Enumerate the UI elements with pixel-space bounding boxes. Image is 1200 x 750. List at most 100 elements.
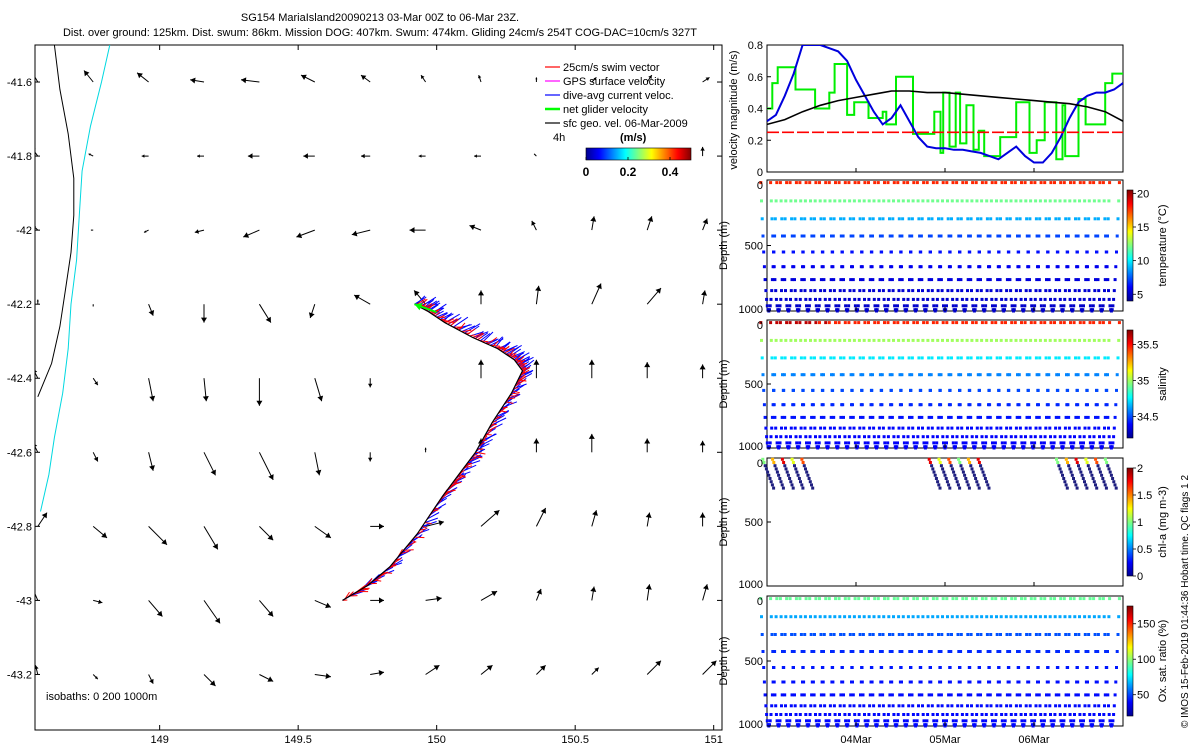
profile-points xyxy=(759,181,1121,313)
surface-velocity-arrow xyxy=(478,290,484,305)
surface-velocity-arrow xyxy=(296,229,315,239)
surface-geostrophic-vectors xyxy=(35,70,717,687)
surface-velocity-arrow xyxy=(148,600,163,617)
surface-velocity-arrow xyxy=(588,433,595,453)
surface-velocity-arrow xyxy=(535,77,538,82)
profile-colorbar-tick-label: 5 xyxy=(1137,289,1143,301)
surface-velocity-arrow xyxy=(480,590,498,601)
surface-velocity-arrow xyxy=(36,299,39,305)
surface-velocity-arrow xyxy=(93,599,103,604)
legend-gps-label: GPS surface velocity xyxy=(563,76,666,88)
surface-velocity-arrow xyxy=(35,587,39,601)
profile-colorbar-tick-label: 2 xyxy=(1137,463,1143,475)
profile-colorbar-tick-label: 100 xyxy=(1137,654,1155,666)
surface-velocity-arrow xyxy=(646,216,654,231)
surface-velocity-arrow xyxy=(418,154,426,158)
profile-y-tick-label: 500 xyxy=(745,379,763,391)
profile-colorbar-tick-label: 35.5 xyxy=(1137,339,1158,351)
profile-points xyxy=(759,597,1121,728)
profile-y-tick-label: 1000 xyxy=(739,304,763,316)
profile-ylabel: Depth (m) xyxy=(718,637,730,686)
chart-title-line1: SG154 MariaIsland20090213 03-Mar 00Z to … xyxy=(240,12,520,24)
surface-velocity-arrow xyxy=(478,359,484,379)
surface-velocity-arrow xyxy=(646,660,662,675)
profile-y-tick-label: 0 xyxy=(757,596,763,608)
map-x-axis: 149 149.5 150 150.5 151 xyxy=(150,45,723,746)
map-x-tick-label: 150.5 xyxy=(561,734,589,746)
velocity-y-tick-label: 0.2 xyxy=(748,135,763,147)
surface-velocity-arrow xyxy=(646,74,653,83)
profile-colorbar-tick-label: 20 xyxy=(1137,188,1149,200)
profile-colorbar xyxy=(1126,189,1134,302)
map-x-tick-label: 149.5 xyxy=(284,734,312,746)
legend-net-label: net glider velocity xyxy=(563,104,648,116)
surface-velocity-arrow xyxy=(203,674,216,687)
surface-velocity-arrow xyxy=(702,584,709,601)
surface-velocity-arrow xyxy=(35,148,39,157)
profile-ylabel: Depth (m) xyxy=(718,360,730,409)
surface-velocity-arrow xyxy=(35,225,39,231)
profile-colorbar-label: salinity xyxy=(1157,367,1169,401)
surface-velocity-arrow xyxy=(203,452,216,476)
surface-velocity-arrow xyxy=(88,153,94,157)
coastline-isobath-line xyxy=(37,45,75,397)
surface-velocity-arrow xyxy=(35,370,39,379)
map-y-tick-label: -42.4 xyxy=(7,373,32,385)
surface-velocity-arrow xyxy=(469,224,482,231)
legend-swim-label: 25cm/s swim vector xyxy=(563,62,660,74)
profile-points xyxy=(759,321,1121,450)
surface-velocity-arrow xyxy=(370,597,384,604)
colorbar-top-label: 4h xyxy=(553,132,565,144)
legend-dac-label: dive-avg current veloc. xyxy=(563,90,674,102)
velocity-y-tick-label: 0.6 xyxy=(748,72,763,84)
profile-colorbar-tick-label: 34.5 xyxy=(1137,411,1158,423)
velocity-series-line xyxy=(767,90,1123,126)
colorbar-tick-label: 0 xyxy=(583,165,590,179)
velocity-panel: 0 0.2 0.4 0.6 0.8 velocity magnitude (m/s) xyxy=(728,40,1124,179)
profile-y-tick-label: 500 xyxy=(745,517,763,529)
profile-panel-salinity: 0 500 1000 Depth (m) 34.5 35 35.5 salinity xyxy=(718,319,1169,453)
surface-velocity-arrow xyxy=(314,599,332,609)
surface-velocity-arrow xyxy=(591,283,602,305)
profile-colorbar-label: Ox. sat. ratio (%) xyxy=(1157,620,1169,703)
surface-velocity-arrow xyxy=(351,229,371,237)
surface-velocity-arrow xyxy=(353,294,371,305)
map-x-tick-label: 149 xyxy=(150,734,168,746)
surface-velocity-arrow xyxy=(535,507,547,527)
surface-velocity-arrow xyxy=(37,512,48,527)
surface-velocity-arrow xyxy=(478,74,482,83)
surface-velocity-arrow xyxy=(480,664,493,675)
profile-y-tick-label: 1000 xyxy=(739,719,763,731)
velocity-y-tick-label: 0.8 xyxy=(748,40,763,52)
map-y-tick-label: -43 xyxy=(16,595,32,607)
surface-velocity-arrow xyxy=(314,452,322,476)
surface-velocity-arrow xyxy=(243,229,260,238)
profile-panel-chla: 0 500 1000 Depth (m) 0 0.5 1 1.5 2 chl-a (mg m-3) xyxy=(718,457,1169,591)
isobath-200m-line xyxy=(40,45,111,512)
profile-panel-temperature: 0 500 1000 Depth (m) 5 10 15 20 temperature (°C) xyxy=(718,179,1169,316)
surface-velocity-arrow xyxy=(590,586,597,601)
surface-velocity-arrow xyxy=(148,526,168,546)
surface-velocity-arrow xyxy=(314,525,332,539)
surface-velocity-arrow xyxy=(314,378,324,402)
surface-velocity-arrow xyxy=(314,673,331,679)
surface-velocity-arrow xyxy=(531,220,537,231)
surface-velocity-arrow xyxy=(35,76,39,83)
colorbar-tick-label: 0.2 xyxy=(620,165,637,179)
surface-velocity-arrow xyxy=(474,154,481,158)
net-velocity-arrowhead xyxy=(414,303,423,311)
time-tick-label: 04Mar xyxy=(840,734,872,746)
surface-velocity-arrow xyxy=(308,304,316,319)
surface-velocity-arrow xyxy=(420,74,427,83)
surface-velocity-arrow xyxy=(370,670,385,676)
surface-velocity-arrow xyxy=(699,512,706,527)
map-plot-area xyxy=(35,45,717,687)
map-y-tick-label: -43.2 xyxy=(7,669,32,681)
profile-colorbar xyxy=(1126,467,1134,577)
surface-velocity-arrow xyxy=(699,440,706,453)
surface-velocity-arrow xyxy=(92,674,99,680)
colorbar-unit-label: (m/s) xyxy=(620,132,647,144)
speed-colorbar xyxy=(585,147,692,161)
